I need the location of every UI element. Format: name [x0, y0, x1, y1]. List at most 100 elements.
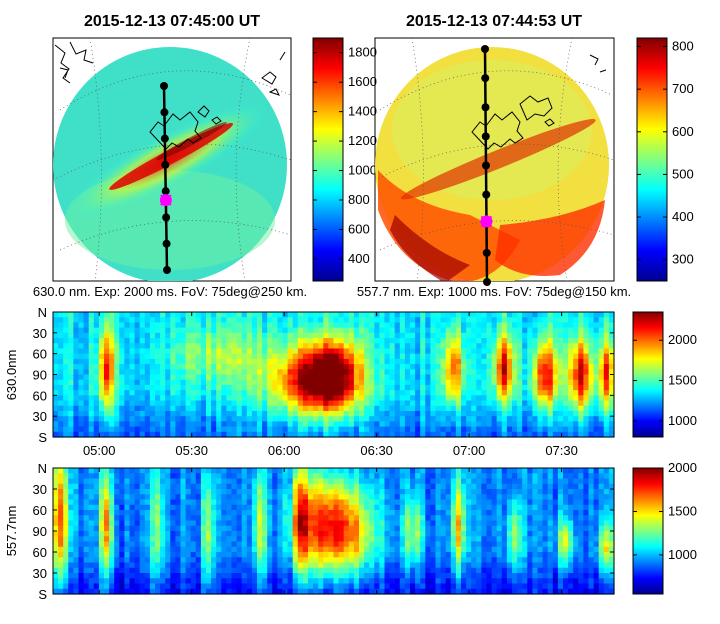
keogram-cell	[420, 379, 426, 386]
keogram-cell	[435, 338, 442, 344]
keogram-cell	[486, 369, 493, 376]
keogram-cell	[491, 573, 498, 579]
keogram-cell	[369, 369, 375, 376]
keogram-cell	[149, 390, 156, 396]
keogram-cell	[139, 379, 146, 386]
keogram-cell	[379, 557, 386, 564]
keogram-cell	[134, 348, 141, 355]
keogram-cell	[318, 541, 324, 548]
keogram-cell	[573, 369, 579, 376]
keogram-cell	[450, 358, 457, 365]
keogram-cell	[517, 348, 523, 355]
keogram-cell	[415, 541, 421, 548]
keogram-cell	[165, 317, 171, 324]
keogram-cell	[593, 358, 600, 365]
keogram-cell	[425, 379, 431, 386]
keogram-cell	[410, 332, 416, 339]
keogram-cell	[160, 531, 166, 537]
keogram-cell	[506, 562, 513, 569]
keogram-cell	[466, 552, 472, 558]
keogram-cell	[170, 552, 176, 558]
keogram-cell	[53, 499, 59, 506]
keogram-cell	[109, 358, 115, 365]
keogram-cell	[603, 405, 610, 412]
keogram-cell	[149, 416, 156, 422]
keogram-cell	[73, 515, 80, 522]
keogram-cell	[200, 546, 207, 553]
keogram-cell	[175, 374, 182, 381]
keogram-cell	[109, 400, 115, 407]
keogram-cell	[481, 358, 488, 365]
keogram-cell	[216, 421, 222, 428]
keogram-cell	[83, 395, 90, 402]
keogram-cell	[461, 353, 467, 360]
keogram-cell	[379, 494, 386, 501]
keogram-cell	[394, 483, 401, 490]
keogram-cell	[297, 317, 304, 324]
keogram-cell	[221, 536, 227, 543]
keogram-cell	[308, 317, 314, 324]
keogram-cell	[241, 384, 248, 391]
keogram-cell	[455, 573, 462, 579]
keogram-cell	[149, 525, 156, 532]
keogram-cell	[471, 327, 477, 334]
keogram-cell	[537, 327, 544, 334]
keogram-cell	[455, 358, 462, 365]
keogram-cell	[226, 588, 233, 595]
keogram-cell	[359, 510, 365, 516]
keogram-cell	[593, 369, 600, 376]
keogram-cell	[379, 510, 386, 516]
keogram-cell	[410, 478, 416, 485]
keogram-cell	[180, 327, 187, 334]
keogram-cell	[226, 494, 233, 501]
keogram-cell	[206, 567, 212, 574]
keogram-cell	[308, 588, 314, 595]
keogram-cell	[129, 536, 136, 543]
keogram-cell	[287, 494, 294, 501]
keogram-cell	[506, 468, 513, 474]
keogram-cell	[512, 515, 518, 522]
keogram-cell	[486, 494, 493, 501]
keogram-cell	[98, 573, 105, 579]
keogram-cell	[568, 421, 574, 428]
keogram-cell	[461, 473, 467, 480]
keogram-cell	[200, 410, 207, 417]
keogram-cell	[542, 353, 549, 360]
keogram-cell	[323, 525, 329, 532]
keogram-cell	[583, 431, 590, 438]
keogram-cell	[170, 546, 176, 553]
keogram-cell	[190, 515, 197, 522]
keogram-cell	[63, 317, 69, 324]
keogram-cell	[180, 416, 187, 422]
keogram-cell	[338, 468, 345, 474]
keogram-cell	[461, 504, 467, 511]
keogram-cell	[155, 478, 161, 485]
keogram-cell	[384, 384, 391, 391]
keogram-cell	[420, 421, 426, 428]
keogram-cell	[68, 405, 74, 412]
keogram-cell	[313, 416, 319, 422]
keogram-cell	[73, 504, 80, 511]
keogram-cell	[404, 317, 411, 324]
keogram-cell	[241, 379, 248, 386]
keogram-cell	[338, 525, 345, 532]
keogram-cell	[180, 390, 187, 396]
keogram-cell	[399, 384, 406, 391]
keogram-cell	[165, 504, 171, 511]
keogram-cell	[542, 327, 549, 334]
keogram-cell	[333, 400, 340, 407]
keogram-cell	[323, 358, 329, 365]
keogram-cell	[93, 348, 100, 355]
keogram-cell	[328, 531, 335, 537]
keogram-cell	[394, 400, 401, 407]
keogram-cell	[333, 374, 340, 381]
keogram-cell	[333, 483, 340, 490]
keogram-cell	[527, 379, 533, 386]
keogram-cell	[461, 541, 467, 548]
keogram-cell	[471, 520, 477, 527]
keogram-cell	[420, 369, 426, 376]
keogram-cell	[262, 400, 268, 407]
keogram-cell	[410, 410, 416, 417]
keogram-cell	[308, 405, 314, 412]
keogram-cell	[455, 541, 462, 548]
